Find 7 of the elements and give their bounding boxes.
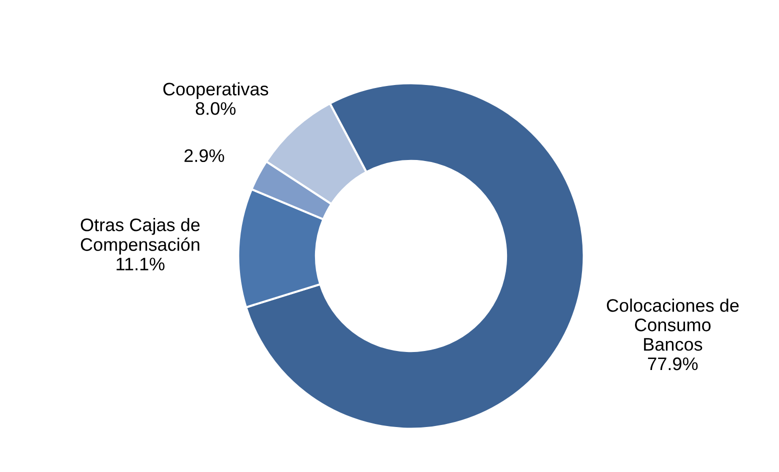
data-label: 2.9% [184, 149, 224, 162]
data-label: 11.1% [116, 258, 164, 270]
slice-label: Colocaciones de Consumo Bancos [606, 298, 739, 351]
slice-label: Otras Cajas de Compensación [80, 218, 200, 255]
data-label: 8.0% [196, 102, 236, 115]
slice-label: Cooperativas [163, 82, 268, 100]
data-label: 77.9% [648, 357, 698, 370]
